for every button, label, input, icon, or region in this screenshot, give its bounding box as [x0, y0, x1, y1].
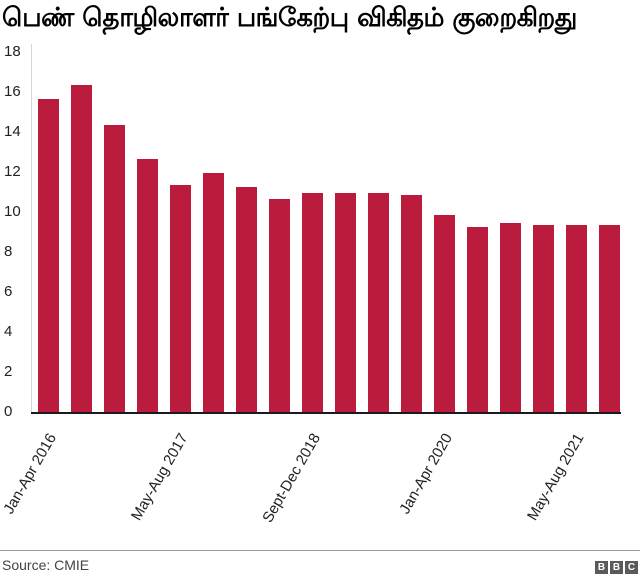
x-tick-label: Jan-Apr 2016	[0, 430, 60, 517]
y-tick-label: 6	[4, 283, 13, 300]
bar	[533, 225, 554, 413]
x-tick-label: Jan-Apr 2020	[395, 430, 456, 517]
bar	[335, 193, 356, 413]
bar	[236, 187, 257, 413]
bar	[302, 193, 323, 413]
x-axis-baseline	[31, 412, 621, 414]
bar	[104, 125, 125, 413]
y-tick-label: 8	[4, 243, 13, 260]
y-tick-label: 10	[4, 203, 21, 220]
y-tick-label: 12	[4, 163, 21, 180]
bar	[170, 185, 191, 413]
y-tick-label: 18	[4, 43, 21, 60]
y-tick-label: 14	[4, 123, 21, 140]
y-tick-label: 0	[4, 403, 13, 420]
y-tick-label: 4	[4, 323, 13, 340]
y-tick-label: 16	[4, 83, 21, 100]
bbc-logo-block-b1: B	[595, 561, 608, 574]
source-note: Source: CMIE	[2, 557, 90, 573]
footer-divider	[0, 550, 640, 551]
bar	[401, 195, 422, 413]
bar	[500, 223, 521, 413]
bar	[269, 199, 290, 413]
bbc-logo: B B C	[595, 561, 638, 574]
bar	[203, 173, 224, 413]
bar	[368, 193, 389, 413]
x-tick-label: Sept-Dec 2018	[258, 430, 324, 526]
bar	[38, 99, 59, 413]
bar	[434, 215, 455, 413]
bar	[137, 159, 158, 413]
bar	[566, 225, 587, 413]
bbc-logo-block-b2: B	[610, 561, 623, 574]
x-tick-label: May-Aug 2017	[127, 430, 191, 524]
bar	[71, 85, 92, 413]
bar	[599, 225, 620, 413]
y-axis-line	[31, 44, 32, 413]
bar	[467, 227, 488, 413]
y-tick-label: 2	[4, 363, 13, 380]
chart-title: பெண் தொழிலாளர் பங்கேற்பு விகிதம் குறைகிற…	[2, 3, 577, 33]
bbc-logo-block-c: C	[625, 561, 638, 574]
x-tick-label: May-Aug 2021	[523, 430, 587, 524]
